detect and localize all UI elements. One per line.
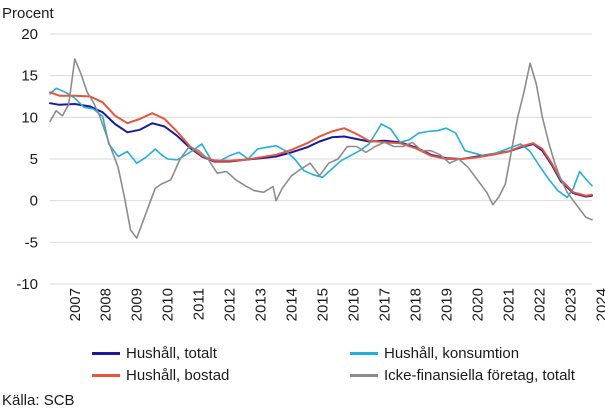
series-line-2: [49, 91, 593, 197]
x-tick-label: 2019: [438, 288, 455, 321]
legend-swatch-hushall-bostad: [92, 373, 120, 377]
legend-swatch-hushall-konsumtion: [350, 351, 378, 355]
x-tick-label: 2007: [67, 288, 84, 321]
x-tick-label: 2009: [129, 288, 146, 321]
y-tick-label: -5: [25, 234, 38, 251]
legend-swatch-icke-finansiella: [350, 373, 378, 377]
series-line-3: [49, 58, 593, 239]
legend-item-hushall-totalt: Hushåll, totalt: [92, 342, 217, 364]
legend-swatch-hushall-totalt: [92, 351, 120, 355]
x-tick-label: 2016: [346, 288, 363, 321]
x-tick-label: 2015: [315, 288, 332, 321]
legend-label: Hushåll, konsumtion: [384, 344, 520, 362]
y-axis-title: Procent: [2, 5, 55, 22]
x-tick-label: 2008: [98, 288, 115, 321]
x-tick-label: 2010: [160, 288, 177, 321]
x-tick-label: 2013: [253, 288, 270, 321]
legend-label: Icke-finansiella företag, totalt: [384, 366, 575, 384]
x-tick-label: 2018: [407, 288, 424, 321]
y-tick-label: 0: [30, 193, 38, 210]
legend-label: Hushåll, bostad: [126, 366, 230, 384]
x-tick-label: 2014: [284, 288, 301, 321]
x-tick-label: 2020: [469, 288, 486, 321]
x-tick-label: 2021: [500, 288, 517, 321]
y-tick-label: 15: [21, 68, 38, 85]
y-tick-label: 20: [21, 26, 38, 43]
line-chart: Procent -10 -5 0 5 10 15 20 2007 2008 2009 2010 2011…: [2, 5, 605, 321]
series-line-1: [49, 87, 593, 199]
legend-item-icke-finansiella: Icke-finansiella företag, totalt: [350, 364, 575, 386]
legend-item-hushall-bostad: Hushåll, bostad: [92, 364, 229, 386]
x-tick-label: 2024: [593, 288, 605, 321]
y-tick-label: 10: [21, 109, 38, 126]
y-tick-label: -10: [16, 276, 38, 293]
x-tick-label: 2023: [562, 288, 579, 321]
x-tick-label: 2022: [531, 288, 548, 321]
x-tick-label: 2012: [222, 288, 239, 321]
legend-label: Hushåll, totalt: [126, 344, 217, 362]
x-tick-label: 2017: [376, 288, 393, 321]
legend-item-hushall-konsumtion: Hushåll, konsumtion: [350, 342, 519, 364]
x-tick-label: 2011: [191, 288, 208, 320]
y-tick-label: 5: [30, 151, 38, 168]
source-note: Källa: SCB: [2, 392, 75, 409]
legend: Hushåll, totalt Hushåll, konsumtion Hush…: [0, 338, 605, 388]
